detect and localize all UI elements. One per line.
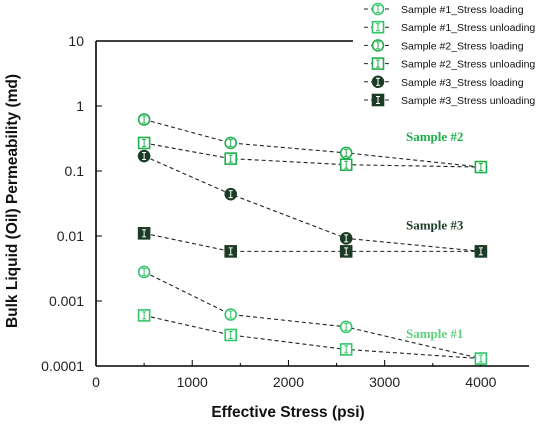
series-lines [143,118,482,360]
y-axis-label: Bulk Liquid (Oil) Permeability (md) [4,74,21,328]
y-tick-label: 0.001 [49,293,84,309]
legend: Sample #1_Stress loading Sample #1_Stress… [364,2,535,107]
x-axis-label: Effective Stress (psi) [211,404,364,421]
legend-label: Sample #1_Stress unloading [401,22,535,34]
series-line-3 [143,118,481,168]
y-tick-label: 1 [76,98,84,114]
legend-label: Sample #3_Stress loading [401,77,524,89]
legend-marker [371,93,385,107]
annotation-label: Sample #2 [406,129,463,144]
legend-marker [371,57,385,70]
legend-label: Sample #1_Stress loading [401,4,524,16]
y-tick-label: 10 [68,33,84,49]
legend-label: Sample #2_Stress loading [401,40,524,52]
annotation-label: Sample #3 [406,218,464,233]
series-line-2 [143,314,481,360]
legend-marker [371,20,385,34]
annotation-label: Sample #1 [406,326,463,341]
series-line-5 [143,155,481,252]
x-tick-label: 4000 [465,374,496,390]
series-line-4 [144,142,481,168]
legend-marker [371,39,385,52]
x-tick-label: 3000 [369,374,400,390]
series-markers [137,113,488,365]
y-tick-label: 0.01 [57,228,84,244]
series-line-6 [143,232,481,252]
legend-label: Sample #2_Stress unloading [401,59,535,71]
axes: 0 1000 2000 3000 4000 0.0001 0.001 0.01 0.1 1 10 [41,33,529,390]
x-tick-label: 1000 [177,374,208,390]
series-line-1 [143,271,482,360]
annotations: Sample #2 Sample #3 Sample #1 [406,129,464,341]
x-tick-label: 0 [92,374,100,390]
y-tick-label: 0.0001 [41,358,84,374]
legend-label: Sample #3_Stress unloading [401,95,535,107]
y-tick-label: 0.1 [65,163,85,179]
x-tick-label: 2000 [273,374,304,390]
legend-marker [371,2,385,16]
legend-marker [371,75,385,89]
